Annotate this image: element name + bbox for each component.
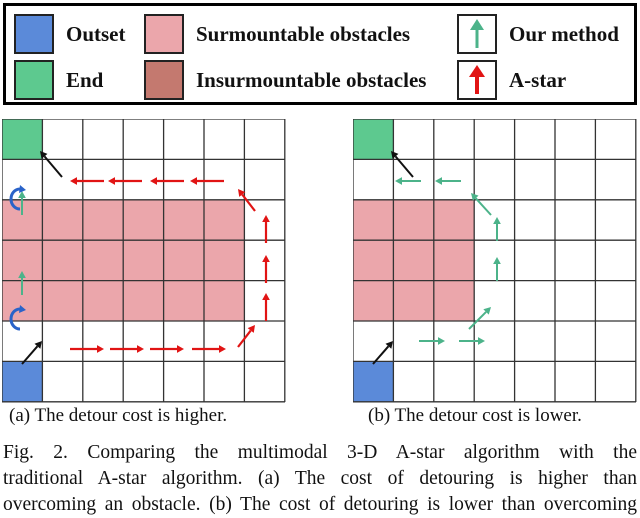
obstacle-cell bbox=[163, 280, 204, 321]
red-arrow-icon bbox=[457, 60, 497, 100]
obstacle-cell bbox=[353, 280, 394, 321]
astar-label: A-star bbox=[509, 67, 567, 92]
green-arrow-diag-br-head bbox=[483, 307, 491, 315]
obstacle-cell bbox=[82, 280, 124, 321]
end-cell bbox=[353, 119, 394, 160]
astar-arrow-top-2-head bbox=[108, 177, 115, 185]
legend-outset: Outset bbox=[14, 14, 126, 54]
figure-caption: Fig. 2. Comparing the multimodal 3-D A-s… bbox=[3, 440, 637, 518]
legend-surmountable: Surmountable obstacles bbox=[144, 14, 410, 54]
green-arrow-left-1-head bbox=[18, 191, 26, 198]
obstacle-cell bbox=[433, 280, 475, 321]
obstacle-cell bbox=[123, 240, 164, 281]
black-arrow-start-shaft bbox=[21, 345, 39, 365]
green-arrow-diag-tr-head bbox=[471, 193, 479, 201]
obstacle-cell bbox=[393, 280, 434, 321]
astar-arrow-right-0-head bbox=[262, 293, 270, 300]
grid-b-svg bbox=[353, 119, 637, 403]
surmountable-swatch bbox=[144, 14, 184, 54]
subcaption-a: (a) The detour cost is higher. bbox=[9, 405, 228, 426]
green-arrow-bottom-1-head bbox=[478, 337, 485, 345]
black-arrow-start-head bbox=[34, 341, 42, 349]
green-arrow-top-0-head bbox=[435, 177, 442, 185]
insurmountable-label: Insurmountable obstacles bbox=[196, 67, 427, 92]
caption-line-3: overcoming an obstacle. (b) The cost of … bbox=[3, 494, 637, 515]
obstacle-cell bbox=[433, 199, 475, 241]
astar-arrow-top-0-head bbox=[190, 177, 197, 185]
grid-a-svg bbox=[2, 119, 286, 403]
grid-panel-a bbox=[2, 119, 286, 403]
obstacle-cell bbox=[123, 199, 164, 241]
turn-arc-high bbox=[9, 187, 21, 211]
astar-arrow-bottom-2-head bbox=[177, 345, 184, 353]
caption-line-1: Fig. 2. Comparing the multimodal 3-D A-s… bbox=[3, 442, 637, 463]
green-arrow-icon bbox=[457, 14, 497, 54]
obstacle-cell bbox=[433, 240, 475, 281]
green-arrow-bottom-0-head bbox=[438, 337, 445, 345]
legend-end: End bbox=[14, 60, 103, 100]
obstacle-cell bbox=[393, 199, 434, 241]
astar-arrow-top-1-head bbox=[150, 177, 157, 185]
obstacle-cell bbox=[204, 240, 245, 281]
astar-arrow-diag-br-shaft bbox=[237, 329, 252, 348]
astar-arrow-right-2-head bbox=[262, 215, 270, 222]
obstacle-cell bbox=[42, 199, 83, 241]
obstacle-cell bbox=[82, 199, 124, 241]
outset-cell bbox=[353, 361, 394, 402]
grid-panel-b bbox=[353, 119, 637, 403]
legend-astar: A-star bbox=[457, 60, 566, 100]
astar-arrow-diag-tr-head bbox=[238, 189, 246, 197]
black-arrow-end-shaft bbox=[394, 155, 414, 178]
obstacle-cell bbox=[393, 240, 434, 281]
obstacle-cell bbox=[82, 240, 124, 281]
outset-label: Outset bbox=[66, 21, 126, 46]
surmountable-label: Surmountable obstacles bbox=[196, 21, 411, 46]
subcaption-b: (b) The detour cost is lower. bbox=[368, 405, 582, 426]
outset-swatch bbox=[14, 14, 54, 54]
legend-our-method: Our method bbox=[457, 14, 619, 54]
obstacle-cell bbox=[42, 240, 83, 281]
astar-arrow-bottom-3-head bbox=[219, 345, 226, 353]
turn-arc-low bbox=[9, 307, 21, 331]
black-arrow-start-shaft bbox=[372, 345, 390, 365]
green-arrow-left-0-head bbox=[18, 271, 26, 278]
obstacle-cell bbox=[163, 199, 204, 241]
astar-arrow-bottom-0-head bbox=[97, 345, 104, 353]
green-arrow-right-0-head bbox=[493, 257, 501, 264]
insurmountable-swatch bbox=[144, 60, 184, 100]
black-arrow-start-head bbox=[385, 341, 393, 349]
obstacle-cell bbox=[163, 240, 204, 281]
legend-insurmountable: Insurmountable obstacles bbox=[144, 60, 426, 100]
obstacle-cell bbox=[353, 199, 394, 241]
green-arrow-diag-br-shaft bbox=[468, 311, 487, 330]
astar-arrow-diag-br-head bbox=[247, 325, 255, 333]
green-arrow-top-1-head bbox=[395, 177, 402, 185]
astar-arrow-top-3-head bbox=[70, 177, 77, 185]
obstacle-cell bbox=[204, 199, 245, 241]
astar-arrow-diag-tr-shaft bbox=[241, 193, 256, 212]
our-method-label: Our method bbox=[509, 21, 619, 46]
black-arrow-end-head bbox=[391, 151, 399, 159]
end-cell bbox=[2, 119, 43, 160]
caption-line-2: traditional A-star algorithm. (a) The co… bbox=[3, 468, 637, 489]
obstacle-cell bbox=[123, 280, 164, 321]
legend-box: Outset End Surmountable obstacles Insurm… bbox=[3, 3, 637, 105]
black-arrow-end-head bbox=[40, 151, 48, 159]
end-swatch bbox=[14, 60, 54, 100]
obstacle-cell bbox=[353, 240, 394, 281]
green-arrow-diag-tr-shaft bbox=[474, 197, 492, 216]
outset-cell bbox=[2, 361, 43, 402]
turn-arc-low-head bbox=[19, 305, 26, 313]
astar-arrow-bottom-1-head bbox=[137, 345, 144, 353]
black-arrow-end-shaft bbox=[43, 155, 63, 178]
obstacle-cell bbox=[204, 280, 245, 321]
end-label: End bbox=[66, 67, 104, 92]
green-arrow-right-1-head bbox=[493, 217, 501, 224]
astar-arrow-right-1-head bbox=[262, 255, 270, 262]
obstacle-cell bbox=[42, 280, 83, 321]
turn-arc-high-head bbox=[19, 185, 26, 193]
